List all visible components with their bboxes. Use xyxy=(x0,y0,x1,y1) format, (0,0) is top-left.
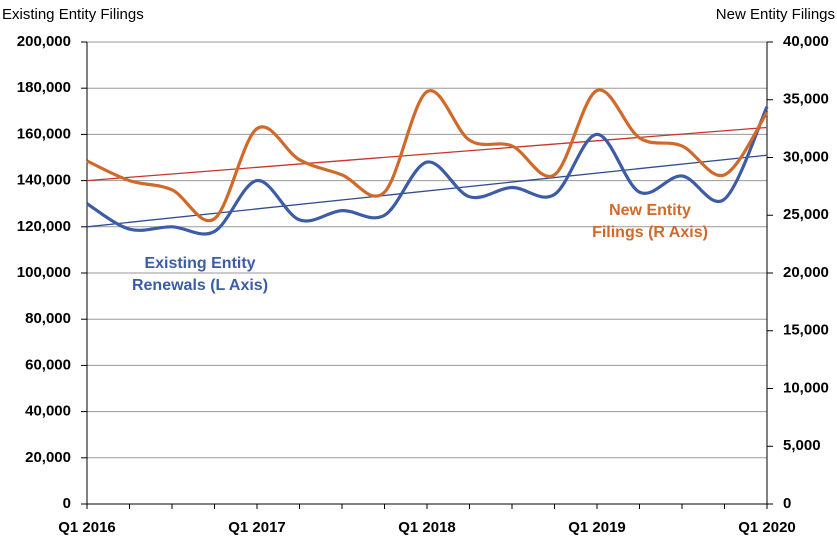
x-tick-label: Q1 2016 xyxy=(58,519,116,536)
y-tick-label: 140,000 xyxy=(17,172,71,189)
y-axis-label: Existing Entity Filings xyxy=(2,6,144,23)
y-tick-label: 40,000 xyxy=(25,403,71,420)
y-tick-label: 0 xyxy=(63,495,71,512)
y-tick-label: 120,000 xyxy=(17,218,71,235)
y-tick-label: 100,000 xyxy=(17,264,71,281)
y-tick-label: 80,000 xyxy=(25,310,71,327)
y2-tick-label: 25,000 xyxy=(783,206,829,223)
annotation: Renewals (L Axis) xyxy=(132,277,268,294)
series-line xyxy=(86,88,769,223)
y2-tick-label: 15,000 xyxy=(783,322,829,339)
y2-tick-label: 35,000 xyxy=(783,91,829,108)
x-tick-label: Q1 2017 xyxy=(228,519,286,536)
y2-tick-label: 30,000 xyxy=(783,148,829,165)
y-tick-label: 180,000 xyxy=(17,79,71,96)
x-tick-label: Q1 2019 xyxy=(568,519,626,536)
y-tick-label: 160,000 xyxy=(17,125,71,142)
annotation: Existing Entity xyxy=(144,255,255,272)
y2-tick-label: 10,000 xyxy=(783,379,829,396)
y2-tick-label: 5,000 xyxy=(783,437,821,454)
y2-tick-label: 20,000 xyxy=(783,264,829,281)
trendline xyxy=(86,154,768,228)
y-tick-label: 20,000 xyxy=(25,449,71,466)
annotation: New Entity xyxy=(609,202,691,219)
x-tick-label: Q1 2018 xyxy=(398,519,456,536)
y-tick-label: 60,000 xyxy=(25,356,71,373)
y-tick-label: 200,000 xyxy=(17,33,71,50)
x-tick-label: Q1 2020 xyxy=(738,519,796,536)
y2-axis-label: New Entity Filings xyxy=(716,6,835,23)
y2-tick-label: 0 xyxy=(783,495,791,512)
series-line xyxy=(86,106,769,236)
annotation: Filings (R Axis) xyxy=(592,224,708,241)
y2-tick-label: 40,000 xyxy=(783,33,829,50)
trendline xyxy=(86,126,768,182)
